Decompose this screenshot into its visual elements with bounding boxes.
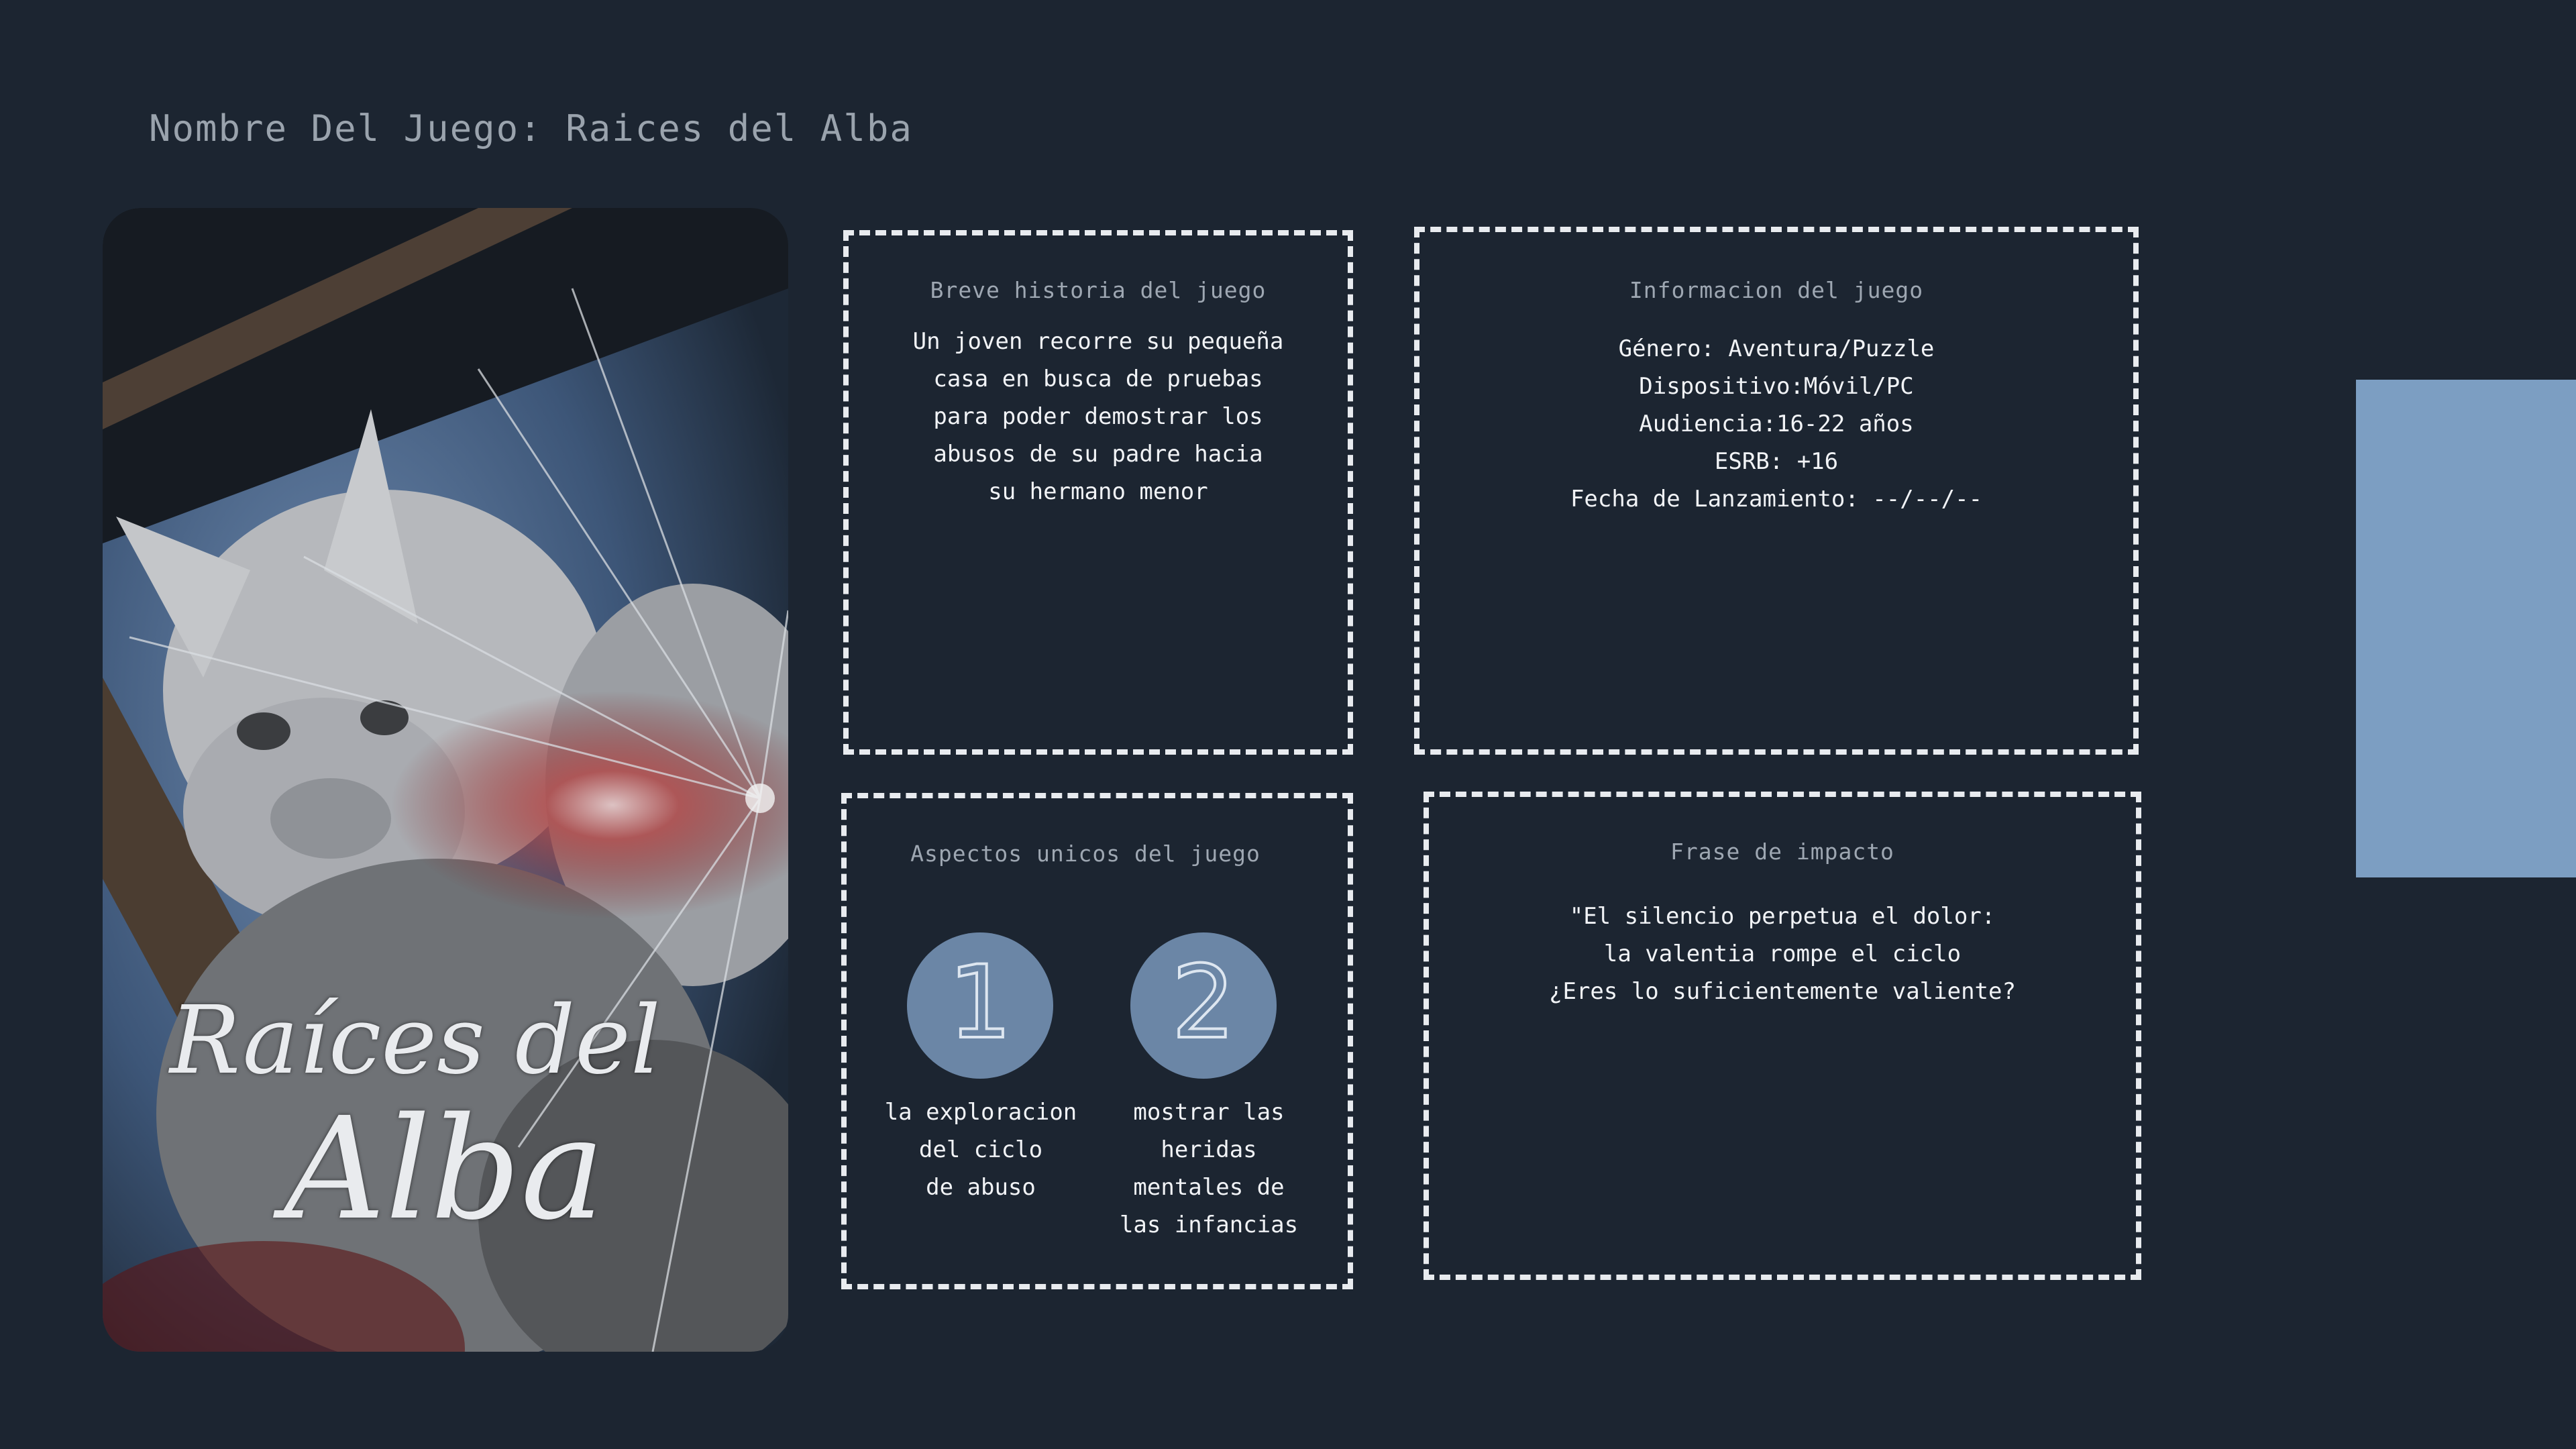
accent-block <box>2356 380 2576 877</box>
story-panel: Breve historia del juego Un joven recorr… <box>843 230 1353 755</box>
aspect-number-2-badge: 2 <box>1130 932 1277 1079</box>
cover-title-line2: Alba <box>284 1087 605 1251</box>
aspect-number-1: 1 <box>947 945 1013 1061</box>
cover-title-line1: Raíces del <box>170 986 661 1095</box>
story-text: Un joven recorre su pequeña casa en busc… <box>912 328 1284 505</box>
cover-illustration <box>103 208 788 1352</box>
impact-panel: Frase de impacto "El silencio perpetua e… <box>1424 792 2141 1280</box>
aspects-heading: Aspectos unicos del juego <box>910 841 1260 867</box>
page-title: Nombre Del Juego: Raices del Alba <box>149 107 913 150</box>
impact-heading: Frase de impacto <box>1670 839 1894 865</box>
info-panel: Informacion del juego Género: Aventura/P… <box>1414 227 2139 755</box>
cover-art: Raíces del Alba <box>103 208 788 1352</box>
story-heading: Breve historia del juego <box>930 277 1267 303</box>
info-lines: Género: Aventura/Puzzle Dispositivo:Móvi… <box>1570 335 1983 513</box>
aspect-text-1: la exploracion del ciclo de abuso <box>884 1099 1077 1201</box>
aspect-number-2: 2 <box>1170 945 1236 1061</box>
info-heading: Informacion del juego <box>1629 277 1924 303</box>
aspects-panel: Aspectos unicos del juego 1 2 la explora… <box>841 793 1353 1289</box>
aspect-number-1-badge: 1 <box>907 932 1053 1079</box>
impact-text: "El silencio perpetua el dolor: la valen… <box>1549 903 2016 1005</box>
aspect-text-2: mostrar las heridas mentales de las infa… <box>1119 1099 1299 1238</box>
